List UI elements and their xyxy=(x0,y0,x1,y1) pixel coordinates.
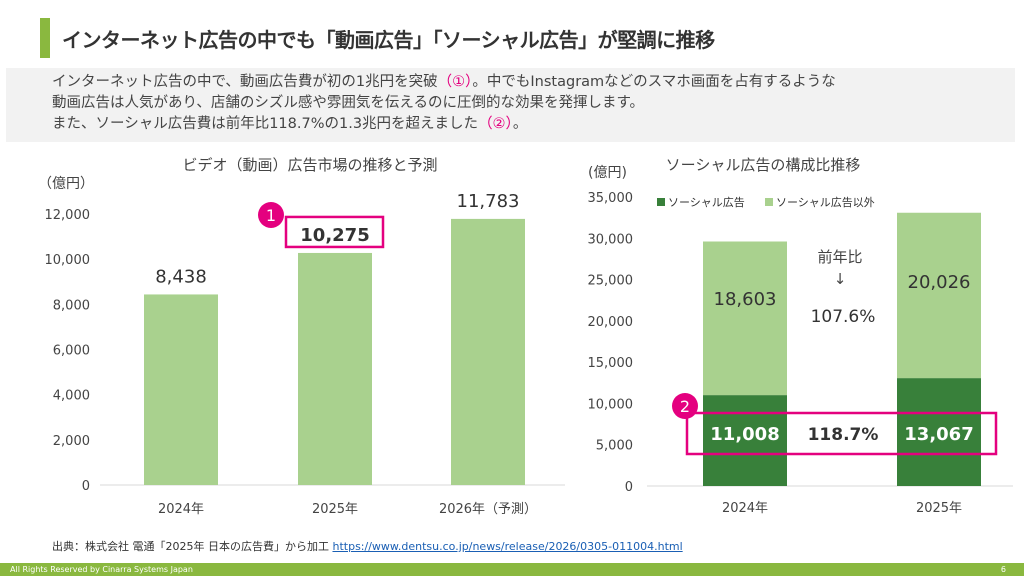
x-tick-label: 2026年（予測） xyxy=(439,502,537,517)
highlight-box xyxy=(284,215,385,249)
x-tick-label: 2025年 xyxy=(312,502,358,517)
page-number: 6 xyxy=(1000,565,1006,574)
data-label: 11,783 xyxy=(457,191,520,212)
legend-label: ソーシャル広告以外 xyxy=(776,196,875,209)
data-label: 10,275 xyxy=(300,225,369,246)
y-tick-label: 4,000 xyxy=(53,389,90,404)
yoy-social: 118.7% xyxy=(808,425,879,445)
intro-text: 。中でもInstagramなどのスマホ画面を占有するような xyxy=(472,74,836,90)
y-tick-label: 8,000 xyxy=(53,298,90,313)
bar-social xyxy=(897,378,981,486)
bar xyxy=(298,252,372,485)
bar xyxy=(144,294,218,485)
marker-ref-2: （②） xyxy=(478,116,513,132)
intro-line-2: 動画広告は人気があり、店舗のシズル感や雰囲気を伝えるのに圧倒的な効果を発揮します… xyxy=(52,95,645,111)
marker-circle xyxy=(258,201,284,228)
y-tick-label: 12,000 xyxy=(45,208,91,223)
y-tick-label: 6,000 xyxy=(53,344,90,359)
y-tick-label: 25,000 xyxy=(588,274,634,289)
data-label: 11,008 xyxy=(710,424,779,445)
yoy-other: 107.6% xyxy=(811,307,876,327)
legend-swatch xyxy=(765,198,773,206)
x-tick-label: 2024年 xyxy=(158,502,204,517)
intro-text: 。 xyxy=(512,116,528,132)
marker-circle xyxy=(672,393,698,419)
intro-text: インターネット広告の中で、動画広告費が初の1兆円を突破 xyxy=(52,74,438,90)
intro-line-1: インターネット広告の中で、動画広告費が初の1兆円を突破（①）。中でもInstag… xyxy=(52,72,1015,93)
data-label: 20,026 xyxy=(908,272,971,293)
intro-box: インターネット広告の中で、動画広告費が初の1兆円を突破（①）。中でもInstag… xyxy=(6,68,1015,142)
chart-title: ソーシャル広告の構成比推移 xyxy=(666,156,861,174)
y-tick-label: 15,000 xyxy=(588,356,634,371)
legend-label: ソーシャル広告 xyxy=(668,196,745,209)
highlight-box xyxy=(685,411,998,456)
source-link[interactable]: https://www.dentsu.co.jp/news/release/20… xyxy=(332,540,683,553)
y-tick-label: 20,000 xyxy=(588,315,634,330)
y-tick-label: 2,000 xyxy=(53,434,90,449)
data-label: 8,438 xyxy=(155,266,207,287)
y-tick-label: 0 xyxy=(82,479,90,494)
data-label: 13,067 xyxy=(904,424,973,445)
bar xyxy=(451,218,525,486)
y-tick-label: 0 xyxy=(625,480,633,495)
source-label: 出典：株式会社 電通「2025年 日本の広告費」から加工 xyxy=(52,540,333,553)
x-tick-label: 2024年 xyxy=(722,501,768,516)
yoy-label: 前年比 xyxy=(817,248,862,266)
y-tick-label: 5,000 xyxy=(596,439,633,454)
y-axis-unit: (億円) xyxy=(588,165,627,181)
y-tick-label: 10,000 xyxy=(45,253,91,268)
data-label: 18,603 xyxy=(714,289,777,310)
footer: All Rights Reserved by Cinarra Systems J… xyxy=(0,563,1024,576)
x-tick-label: 2025年 xyxy=(916,501,962,516)
intro-line-3: また、ソーシャル広告費は前年比118.7%の1.3兆円を超えました（②）。 xyxy=(52,114,1015,135)
y-tick-label: 10,000 xyxy=(588,397,634,412)
marker-ref-1: （①） xyxy=(437,74,473,90)
arrow-down-icon: ↓ xyxy=(834,270,847,288)
copyright: All Rights Reserved by Cinarra Systems J… xyxy=(10,565,193,574)
source-note: 出典：株式会社 電通「2025年 日本の広告費」から加工 https://www… xyxy=(52,538,683,554)
chart-title: ビデオ（動画）広告市場の推移と予測 xyxy=(182,156,437,174)
y-axis-unit: （億円） xyxy=(38,176,94,192)
y-tick-label: 30,000 xyxy=(588,232,634,247)
page-title: インターネット広告の中でも「動画広告」「ソーシャル広告」が堅調に推移 xyxy=(62,28,715,52)
bar-other xyxy=(703,241,787,396)
marker-number: 1 xyxy=(266,206,276,225)
bar-social xyxy=(703,395,787,486)
y-tick-label: 35,000 xyxy=(588,191,634,206)
bar-other xyxy=(897,212,981,379)
intro-text: また、ソーシャル広告費は前年比118.7%の1.3兆円を超えました xyxy=(52,116,479,132)
title-accent-bar xyxy=(40,18,50,58)
marker-number: 2 xyxy=(680,397,690,416)
legend-swatch xyxy=(657,198,665,206)
